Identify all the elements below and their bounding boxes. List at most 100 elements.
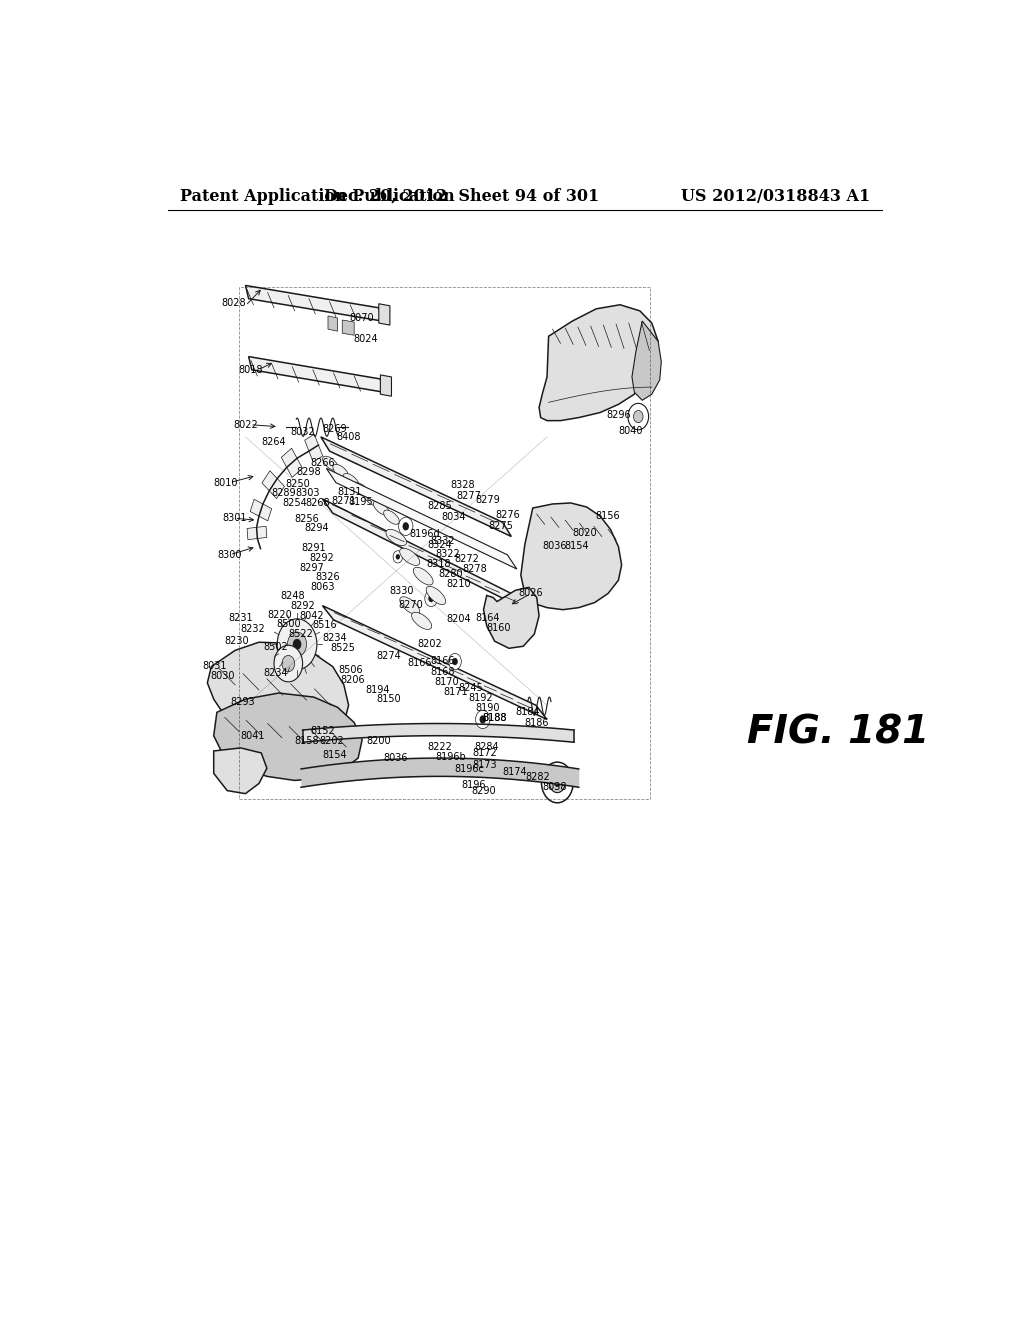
Text: 8164: 8164 bbox=[475, 612, 500, 623]
Polygon shape bbox=[380, 375, 391, 396]
Ellipse shape bbox=[384, 510, 399, 524]
Polygon shape bbox=[214, 748, 267, 793]
Polygon shape bbox=[327, 469, 517, 569]
Text: 8070: 8070 bbox=[349, 313, 374, 323]
Text: 8156: 8156 bbox=[596, 511, 621, 521]
Text: 8245: 8245 bbox=[459, 682, 483, 693]
Ellipse shape bbox=[414, 568, 433, 585]
Text: 8500: 8500 bbox=[276, 619, 301, 628]
Text: 8030: 8030 bbox=[210, 671, 234, 681]
Text: 8158: 8158 bbox=[294, 735, 318, 746]
Text: 8190: 8190 bbox=[475, 704, 500, 713]
Text: 8297: 8297 bbox=[300, 564, 325, 573]
Text: 8502: 8502 bbox=[263, 643, 288, 652]
Text: 8220: 8220 bbox=[267, 610, 292, 620]
Text: 8324: 8324 bbox=[428, 540, 453, 549]
Circle shape bbox=[288, 632, 306, 656]
Text: 8210: 8210 bbox=[446, 579, 471, 589]
Text: 8291: 8291 bbox=[301, 543, 326, 553]
Text: 8522: 8522 bbox=[289, 630, 313, 639]
Text: 8298: 8298 bbox=[297, 467, 322, 478]
Text: 8154: 8154 bbox=[565, 541, 590, 550]
Text: 8274: 8274 bbox=[377, 652, 401, 661]
Text: 8328: 8328 bbox=[451, 479, 475, 490]
Polygon shape bbox=[249, 356, 384, 392]
Text: US 2012/0318843 A1: US 2012/0318843 A1 bbox=[681, 187, 870, 205]
Text: 8166: 8166 bbox=[431, 656, 456, 665]
Text: 8264: 8264 bbox=[261, 437, 286, 447]
Text: 8172: 8172 bbox=[473, 748, 498, 758]
Circle shape bbox=[282, 656, 295, 672]
Ellipse shape bbox=[374, 500, 389, 515]
Text: 8026: 8026 bbox=[519, 589, 544, 598]
Text: 8036: 8036 bbox=[543, 541, 567, 550]
Text: 8166: 8166 bbox=[408, 657, 432, 668]
Text: 8232: 8232 bbox=[241, 624, 265, 634]
Polygon shape bbox=[282, 449, 302, 478]
Ellipse shape bbox=[323, 457, 338, 470]
Text: 8042: 8042 bbox=[300, 611, 325, 620]
Text: 8330: 8330 bbox=[389, 586, 414, 597]
Circle shape bbox=[479, 715, 486, 723]
Circle shape bbox=[278, 619, 316, 669]
Circle shape bbox=[274, 645, 303, 682]
Text: 8290: 8290 bbox=[471, 785, 496, 796]
Text: 8296: 8296 bbox=[606, 409, 631, 420]
Ellipse shape bbox=[343, 474, 358, 487]
Text: 8018: 8018 bbox=[238, 364, 262, 375]
Text: 8234: 8234 bbox=[263, 668, 288, 677]
Ellipse shape bbox=[399, 548, 420, 565]
Text: 8318: 8318 bbox=[426, 558, 451, 569]
Text: 8301: 8301 bbox=[222, 513, 247, 523]
Text: 8268: 8268 bbox=[305, 498, 330, 508]
Text: 8250: 8250 bbox=[286, 479, 310, 488]
Text: Patent Application Publication: Patent Application Publication bbox=[179, 187, 455, 205]
Text: 8174: 8174 bbox=[502, 767, 526, 777]
Text: 8038: 8038 bbox=[543, 781, 567, 792]
Text: 8034: 8034 bbox=[441, 512, 466, 523]
Text: 8031: 8031 bbox=[203, 660, 226, 671]
Text: 8196d: 8196d bbox=[410, 529, 440, 540]
Text: 8234: 8234 bbox=[323, 634, 347, 643]
Text: 8294: 8294 bbox=[304, 523, 329, 533]
Text: 8152: 8152 bbox=[310, 726, 335, 735]
Circle shape bbox=[393, 550, 402, 562]
Text: 8516: 8516 bbox=[312, 620, 337, 630]
Text: 8022: 8022 bbox=[233, 420, 258, 430]
Text: 8284: 8284 bbox=[474, 742, 499, 752]
Text: 8150: 8150 bbox=[376, 694, 400, 704]
Text: 8188: 8188 bbox=[482, 713, 507, 723]
Text: 8254: 8254 bbox=[283, 498, 307, 508]
Text: 8248: 8248 bbox=[281, 591, 305, 602]
Text: 8277: 8277 bbox=[457, 491, 481, 500]
Text: 8272: 8272 bbox=[455, 554, 479, 564]
Text: 8010: 8010 bbox=[213, 478, 238, 487]
Text: 8322: 8322 bbox=[435, 549, 460, 558]
Text: 8168: 8168 bbox=[431, 667, 456, 677]
Polygon shape bbox=[342, 319, 354, 335]
Text: 8188: 8188 bbox=[482, 713, 507, 723]
Polygon shape bbox=[247, 527, 267, 540]
Polygon shape bbox=[321, 437, 511, 536]
Polygon shape bbox=[323, 499, 529, 611]
Text: 8173: 8173 bbox=[473, 760, 498, 770]
Text: 8276: 8276 bbox=[496, 510, 520, 520]
Text: 8063: 8063 bbox=[310, 582, 335, 593]
Polygon shape bbox=[305, 434, 323, 462]
Text: 8202: 8202 bbox=[319, 735, 344, 746]
Text: 8196b: 8196b bbox=[435, 752, 466, 762]
Text: 8196c: 8196c bbox=[455, 764, 484, 775]
Text: 8196: 8196 bbox=[461, 780, 485, 789]
Circle shape bbox=[554, 779, 560, 787]
Polygon shape bbox=[328, 315, 338, 331]
Circle shape bbox=[550, 772, 565, 792]
Circle shape bbox=[475, 710, 489, 729]
Polygon shape bbox=[262, 471, 285, 499]
Polygon shape bbox=[323, 606, 547, 719]
Ellipse shape bbox=[386, 529, 407, 545]
Polygon shape bbox=[250, 499, 271, 521]
Text: 8231: 8231 bbox=[228, 612, 253, 623]
Text: 8024: 8024 bbox=[353, 334, 379, 345]
Text: 8222: 8222 bbox=[427, 742, 453, 752]
Ellipse shape bbox=[399, 597, 420, 615]
